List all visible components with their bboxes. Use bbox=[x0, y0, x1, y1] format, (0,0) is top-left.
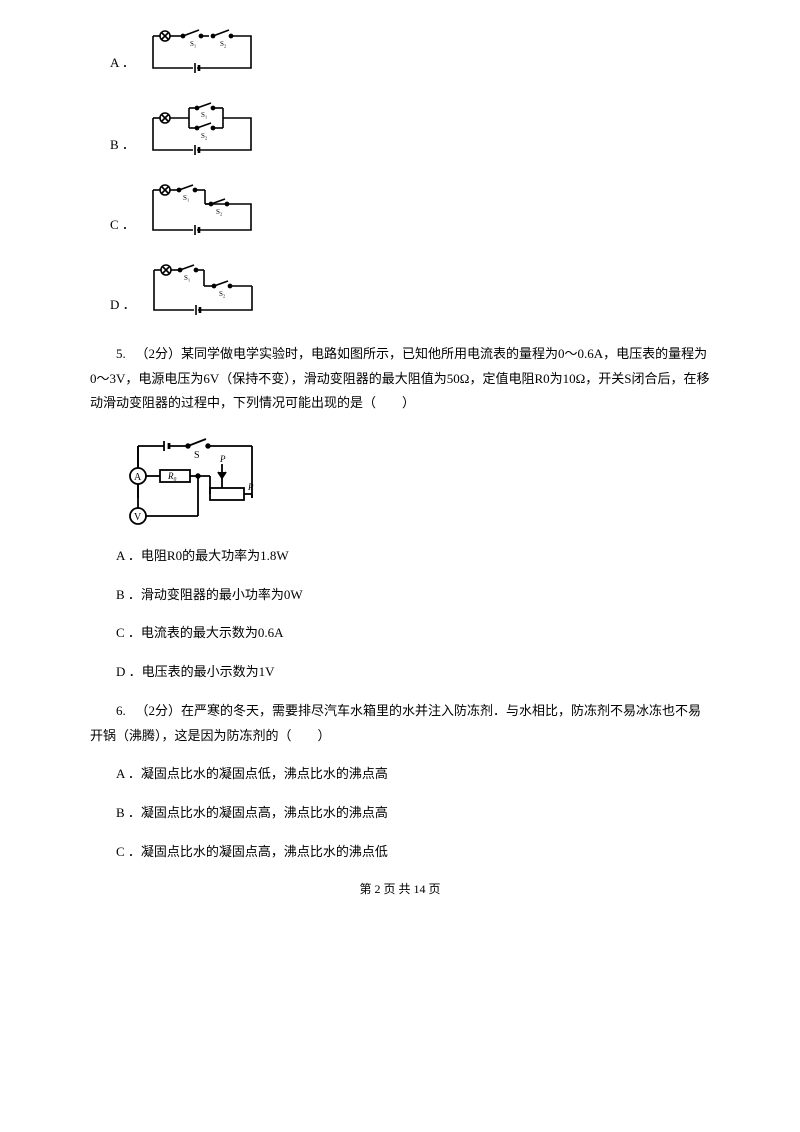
svg-text:S₁: S₁ bbox=[183, 194, 189, 202]
q5-opt-d: D ．电压表的最小示数为1V bbox=[90, 660, 710, 685]
circuit-b: S₁ S₂ bbox=[143, 100, 261, 160]
q4-opt-d-label: D ． bbox=[110, 293, 136, 320]
circuit-c: S₁ S₂ bbox=[143, 182, 261, 240]
q6-stem: 6. （2分）在严寒的冬天，需要排尽汽车水箱里的水并注入防冻剂．与水相比，防冻剂… bbox=[90, 699, 710, 748]
q6-opt-a: A ．凝固点比水的凝固点低，沸点比水的沸点高 bbox=[90, 762, 710, 787]
q4-opt-a-label: A ． bbox=[110, 51, 135, 78]
q6-opt-b: B ．凝固点比水的凝固点高，沸点比水的沸点高 bbox=[90, 801, 710, 826]
svg-text:R: R bbox=[247, 482, 254, 492]
q4-option-b-row: B ． bbox=[110, 100, 710, 160]
q6-opt-c: C ．凝固点比水的凝固点高，沸点比水的沸点低 bbox=[90, 840, 710, 865]
q5-circuit-figure: A V R₀ P R S bbox=[120, 434, 710, 526]
q5-opt-c: C ．电流表的最大示数为0.6A bbox=[90, 621, 710, 646]
q5-opt-a: A ．电阻R0的最大功率为1.8W bbox=[90, 544, 710, 569]
svg-text:S₁: S₁ bbox=[190, 40, 196, 48]
circuit-a: S₁ S₂ bbox=[143, 26, 261, 78]
svg-text:V: V bbox=[134, 512, 142, 523]
q5-stem: 5. （2分）某同学做电学实验时，电路如图所示，已知他所用电流表的量程为0～0.… bbox=[90, 342, 710, 416]
q5-text: （2分）某同学做电学实验时，电路如图所示，已知他所用电流表的量程为0～0.6A，… bbox=[90, 346, 710, 410]
q6-number: 6. bbox=[116, 703, 126, 718]
q4-option-a-row: A ． bbox=[110, 26, 710, 78]
svg-text:S₂: S₂ bbox=[220, 40, 227, 48]
svg-text:S₁: S₁ bbox=[184, 274, 190, 282]
circuit-d: S₁ S₂ bbox=[144, 262, 262, 320]
svg-text:R₀: R₀ bbox=[167, 471, 177, 481]
svg-text:A: A bbox=[134, 472, 142, 483]
svg-text:S₁: S₁ bbox=[201, 111, 207, 119]
svg-text:S₂: S₂ bbox=[201, 132, 208, 140]
q4-opt-b-label: B ． bbox=[110, 133, 135, 160]
svg-text:S₂: S₂ bbox=[216, 208, 223, 216]
q4-option-c-row: C ． bbox=[110, 182, 710, 240]
page-footer: 第 2 页 共 14 页 bbox=[90, 878, 710, 901]
q5-opt-b: B ．滑动变阻器的最小功率为0W bbox=[90, 583, 710, 608]
svg-text:P: P bbox=[219, 454, 226, 464]
q6-text: （2分）在严寒的冬天，需要排尽汽车水箱里的水并注入防冻剂．与水相比，防冻剂不易冰… bbox=[90, 703, 701, 743]
svg-text:S: S bbox=[194, 450, 200, 461]
q5-number: 5. bbox=[116, 346, 126, 361]
q4-opt-c-label: C ． bbox=[110, 213, 135, 240]
svg-text:S₂: S₂ bbox=[219, 290, 226, 298]
q4-option-d-row: D ． bbox=[110, 262, 710, 320]
